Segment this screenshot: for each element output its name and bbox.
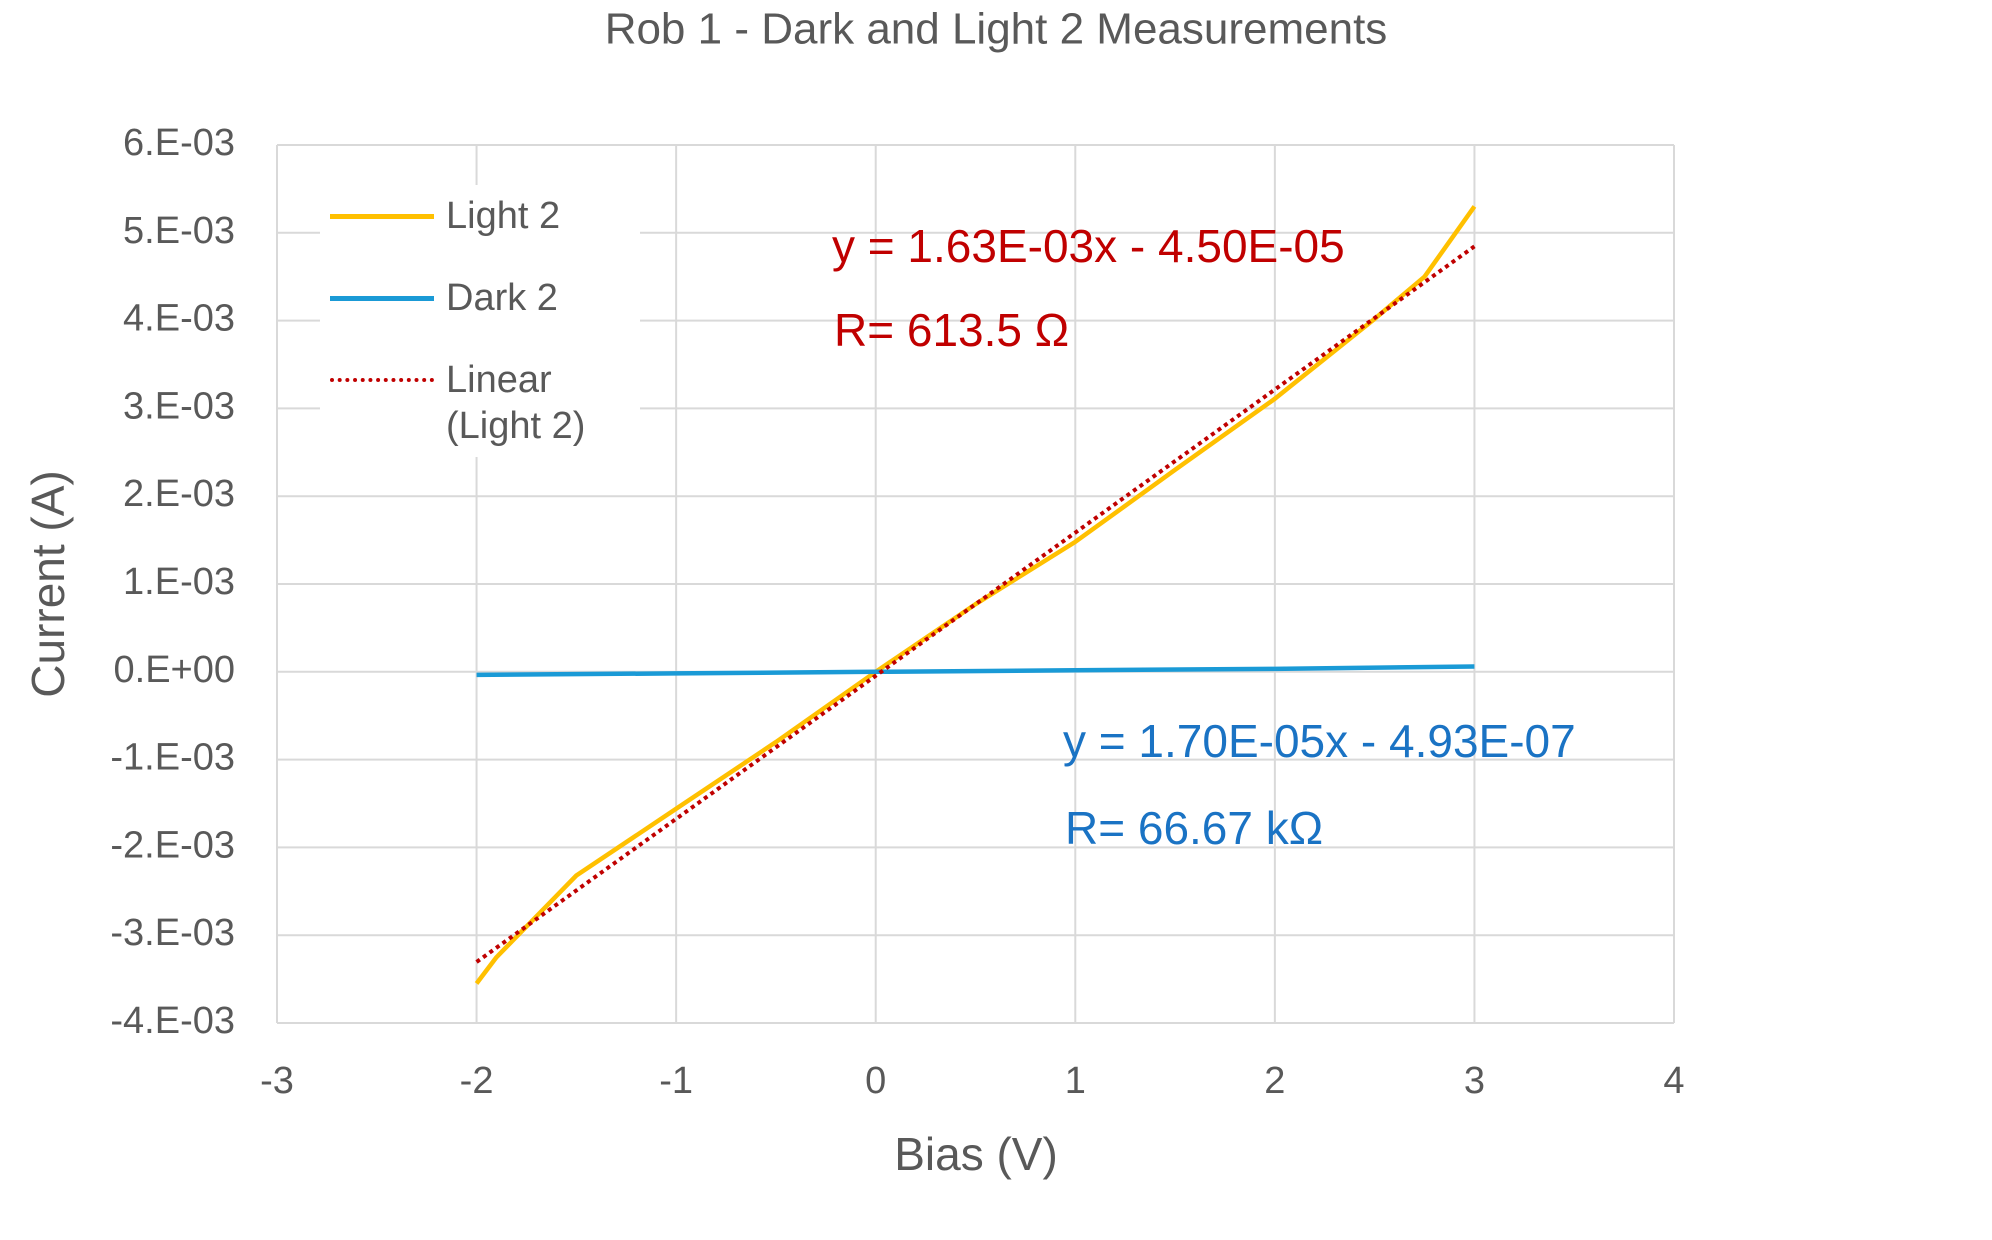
legend-item: Dark 2 <box>330 275 630 321</box>
y-tick-label: 4.E-03 <box>123 298 235 340</box>
legend-label: Linear (Light 2) <box>446 359 586 447</box>
x-tick-label: 2 <box>1264 1060 1285 1102</box>
y-tick-label: 3.E-03 <box>123 385 235 427</box>
y-tick-label: 0.E+00 <box>114 649 236 691</box>
y-tick-label: 6.E-03 <box>123 122 235 164</box>
legend-label: Light 2 <box>446 195 561 237</box>
legend-item: Linear (Light 2) <box>330 357 630 449</box>
legend-swatch <box>330 193 434 239</box>
x-tick-label: 3 <box>1464 1060 1485 1102</box>
x-axis-title: Bias (V) <box>894 1128 1058 1180</box>
legend-swatch <box>330 275 434 321</box>
x-tick-label: -3 <box>260 1060 294 1102</box>
annotation: y = 1.70E-05x - 4.93E-07 <box>1063 715 1576 767</box>
y-tick-label: -1.E-03 <box>110 737 235 779</box>
legend-item: Light 2 <box>330 193 630 239</box>
x-tick-label: 1 <box>1065 1060 1086 1102</box>
y-tick-label: -3.E-03 <box>110 912 235 954</box>
annotation: y = 1.63E-03x - 4.50E-05 <box>832 220 1345 272</box>
y-axis-title: Current (A) <box>22 470 74 697</box>
x-tick-label: -2 <box>460 1060 494 1102</box>
legend-label: Dark 2 <box>446 277 558 319</box>
chart-title: Rob 1 - Dark and Light 2 Measurements <box>605 5 1388 54</box>
y-tick-label: -4.E-03 <box>110 1000 235 1042</box>
annotation: R= 66.67 kΩ <box>1065 802 1323 854</box>
y-tick-label: -2.E-03 <box>110 824 235 866</box>
x-tick-label: -1 <box>659 1060 693 1102</box>
legend: Light 2 Dark 2 Linear (Light 2) <box>320 185 640 457</box>
legend-swatch <box>330 357 434 403</box>
y-tick-label: 2.E-03 <box>123 473 235 515</box>
x-tick-label: 4 <box>1663 1060 1684 1102</box>
y-tick-label: 1.E-03 <box>123 561 235 603</box>
x-tick-label: 0 <box>865 1060 886 1102</box>
y-tick-label: 5.E-03 <box>123 210 235 252</box>
annotation: R= 613.5 Ω <box>834 304 1069 356</box>
series-line <box>476 664 1475 678</box>
